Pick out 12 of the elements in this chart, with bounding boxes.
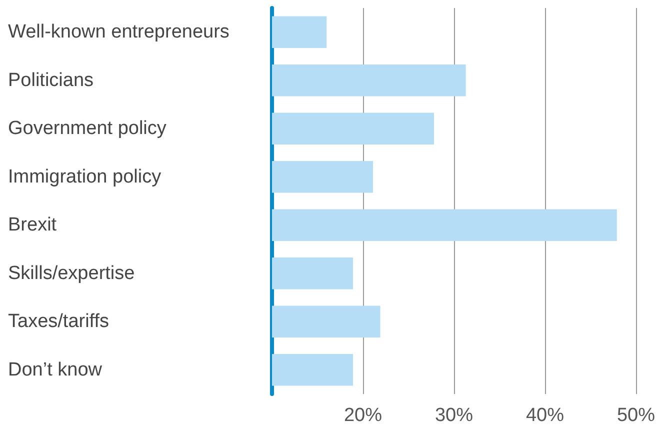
x-tick-label: 50% bbox=[616, 405, 656, 426]
y-tick-label: Don’t know bbox=[8, 359, 102, 380]
y-tick-label: Immigration policy bbox=[8, 166, 162, 188]
x-tick-label: 20% bbox=[344, 405, 382, 426]
y-tick-label: Well-known entrepreneurs bbox=[8, 22, 230, 43]
y-tick-label: Government policy bbox=[8, 118, 167, 140]
y-tick-label: Taxes/tariffs bbox=[8, 311, 110, 332]
x-tick-label: 30% bbox=[434, 405, 474, 426]
x-tick-label: 40% bbox=[526, 405, 564, 426]
y-tick-label: Skills/expertise bbox=[8, 262, 135, 284]
y-tick-label: Politicians bbox=[8, 70, 94, 91]
y-tick-label: Brexit bbox=[8, 214, 58, 236]
